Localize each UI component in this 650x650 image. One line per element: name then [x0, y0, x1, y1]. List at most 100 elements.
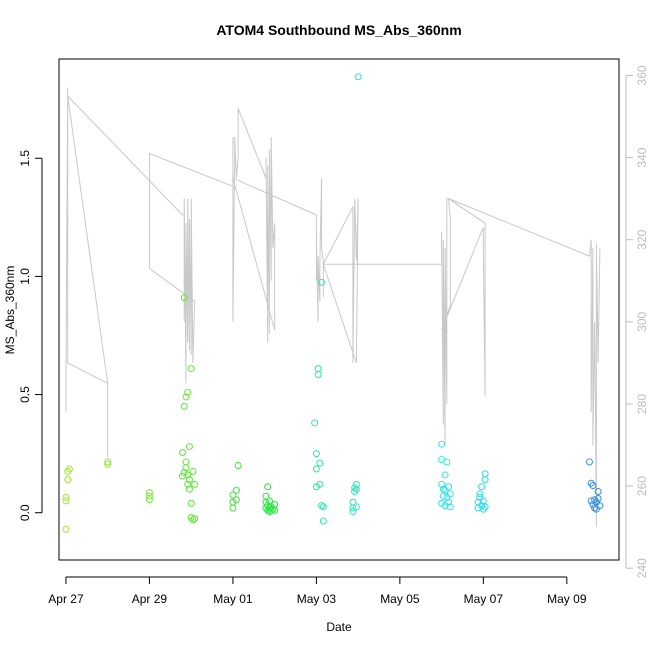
x-tick-label: May 05: [380, 592, 420, 606]
data-point: [443, 458, 451, 466]
data-point: [589, 500, 597, 508]
x-axis-label: Date: [326, 620, 352, 634]
right-y-tick-label: 280: [635, 394, 649, 414]
data-point: [351, 484, 359, 492]
data-point: [438, 480, 446, 488]
data-point: [229, 504, 237, 512]
right-y-tick-label: 300: [635, 311, 649, 331]
data-point: [234, 461, 242, 469]
right-y-tick-label: 260: [635, 476, 649, 496]
data-point: [191, 480, 199, 488]
data-point: [314, 365, 322, 373]
data-point: [262, 492, 270, 500]
data-point: [185, 476, 193, 484]
right-y-tick-label: 360: [635, 65, 649, 85]
y-tick-label: 0.5: [18, 386, 32, 403]
data-point: [594, 495, 602, 503]
data-point: [178, 472, 186, 480]
data-point: [262, 498, 270, 506]
data-point: [316, 480, 324, 488]
line-series-path: [65, 87, 601, 528]
data-point: [104, 458, 112, 466]
data-point: [184, 471, 192, 479]
data-point: [349, 498, 357, 506]
x-tick-label: Apr 27: [48, 592, 84, 606]
data-point: [189, 467, 197, 475]
data-point: [229, 498, 237, 506]
data-point: [312, 450, 320, 458]
data-point: [352, 503, 360, 511]
data-point: [476, 493, 484, 501]
data-point: [65, 465, 73, 473]
x-tick-label: May 09: [547, 592, 587, 606]
data-point: [318, 278, 326, 286]
data-point: [312, 465, 320, 473]
data-point: [594, 487, 602, 495]
data-point: [64, 476, 72, 484]
right-y-tick-label: 240: [635, 558, 649, 578]
data-point: [478, 502, 486, 510]
data-point: [596, 502, 604, 510]
data-point: [271, 500, 279, 508]
data-point: [189, 516, 197, 524]
y-axis-label: MS_Abs_360nm: [3, 266, 17, 355]
data-point: [354, 73, 362, 81]
data-point: [314, 370, 322, 378]
data-point: [145, 489, 153, 497]
data-point: [352, 480, 360, 488]
data-point: [269, 505, 277, 513]
data-point: [349, 504, 357, 512]
data-point: [319, 517, 327, 525]
data-point: [445, 498, 453, 506]
data-point: [481, 503, 489, 511]
data-point: [592, 498, 600, 506]
right-y-axis: 240 260 280 300 320 340 360: [625, 65, 649, 578]
right-y-tick-label: 320: [635, 229, 649, 249]
data-point: [180, 294, 188, 302]
data-point: [180, 469, 188, 477]
data-point: [229, 491, 237, 499]
data-point: [481, 476, 489, 484]
data-point: [232, 486, 240, 494]
data-point: [446, 490, 454, 498]
data-point: [476, 490, 484, 498]
data-point: [232, 496, 240, 504]
y-axis: 0.0 0.5 1.0 1.5: [18, 150, 43, 521]
data-point: [474, 498, 482, 506]
right-y-tick-label: 340: [635, 147, 649, 167]
data-point: [184, 388, 192, 396]
data-point: [180, 402, 188, 410]
data-point: [592, 505, 600, 513]
line-series-layer: [65, 87, 601, 528]
data-point: [587, 497, 595, 505]
y-tick-label: 1.0: [18, 268, 32, 285]
data-point: [319, 503, 327, 511]
plot-area-frame: [58, 58, 620, 561]
x-tick-label: Apr 29: [132, 592, 168, 606]
x-tick-label: May 01: [213, 592, 253, 606]
data-point: [441, 486, 449, 494]
data-point: [185, 485, 193, 493]
data-point: [178, 448, 186, 456]
data-point: [446, 503, 454, 511]
x-axis: Apr 27 Apr 29 May 01 May 03 May 05 May 07 May …: [48, 576, 587, 606]
data-point: [316, 459, 324, 467]
data-point: [589, 482, 597, 490]
data-point: [104, 460, 112, 468]
data-point: [191, 515, 199, 523]
data-point: [441, 471, 449, 479]
data-point: [585, 458, 593, 466]
data-point: [264, 483, 272, 491]
data-point: [182, 458, 190, 466]
data-point: [187, 365, 195, 373]
data-point: [318, 502, 326, 510]
data-point: [443, 493, 451, 501]
data-point: [312, 483, 320, 491]
data-point: [311, 419, 319, 427]
x-tick-label: May 03: [297, 592, 337, 606]
data-point: [62, 493, 70, 501]
data-point: [481, 470, 489, 478]
data-point: [62, 497, 70, 505]
data-point: [349, 508, 357, 516]
